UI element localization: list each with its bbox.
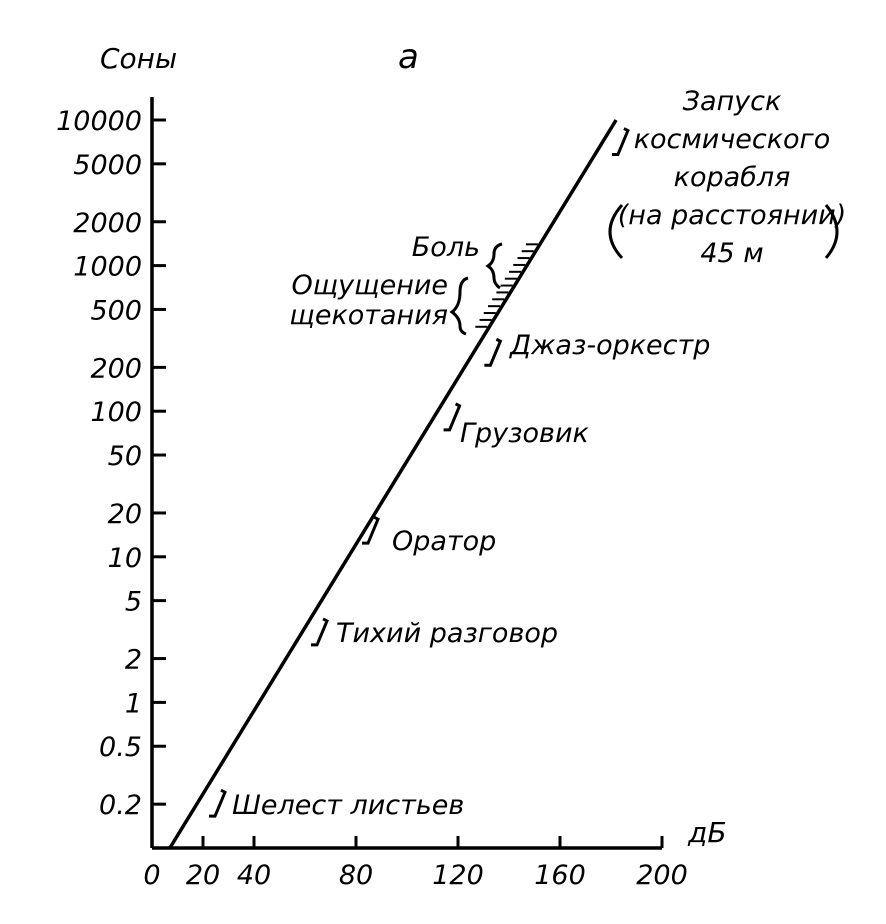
- y-tick-label-4: 5: [125, 587, 142, 618]
- x-tick-label-4: 120: [432, 860, 484, 891]
- y-tick-label-8: 100: [90, 397, 142, 428]
- annotation-rocket: Запуск космического корабля (на расстоянии)…: [618, 86, 846, 269]
- y-tick-label-9: 200: [90, 353, 142, 384]
- y-tick-label-1: 0.5: [99, 732, 142, 763]
- rocket-left-paren: [608, 204, 624, 260]
- annotation-jazz: Джаз-оркестр: [509, 330, 710, 361]
- annotation-quiet-talk: Тихий разговор: [336, 618, 558, 649]
- marker-quiet-talk: [311, 617, 329, 647]
- y-tick-label-7: 50: [108, 441, 142, 472]
- annotation-truck: Грузовик: [460, 418, 589, 449]
- y-tick-label-2: 1: [125, 688, 142, 719]
- tickle-pain-range-hatching: [475, 243, 538, 328]
- annotation-orator: Оратор: [392, 526, 496, 557]
- y-tick-label-13: 5000: [73, 150, 142, 181]
- rocket-right-paren: [824, 204, 839, 259]
- y-tick-label-5: 10: [108, 543, 142, 574]
- x-tick-label-5: 160: [534, 860, 586, 891]
- x-axis-label: дБ: [687, 816, 727, 849]
- panel-label: а: [398, 37, 419, 77]
- markers: [209, 127, 630, 818]
- y-tick-label-12: 2000: [73, 208, 142, 239]
- x-tick-label-3: 80: [339, 860, 373, 891]
- y-tick-label-10: 500: [90, 295, 142, 326]
- tickle-brace: [449, 276, 469, 336]
- y-tick-label-6: 20: [108, 499, 142, 530]
- x-tick-label-1: 20: [186, 860, 220, 891]
- pain-brace: [485, 242, 503, 290]
- tick-labels: 0 20 40 80 120 160 200 0.2 0.5 1 2 5 10 20 50 100 200 500…: [56, 106, 688, 891]
- y-tick-label-11: 1000: [73, 252, 142, 283]
- x-tick-label-0: 0: [143, 860, 160, 891]
- y-tick-label-14: 10000: [56, 106, 142, 137]
- y-tick-label-0: 0.2: [99, 790, 142, 821]
- annotations: Шелест листьев Тихий разговор Оратор Гру…: [232, 86, 846, 821]
- x-tick-label-2: 40: [237, 860, 271, 891]
- marker-orator: [362, 515, 380, 545]
- annotation-pain: Боль: [412, 232, 480, 263]
- y-axis-label: Соны: [100, 42, 177, 75]
- marker-leaves: [209, 788, 227, 818]
- annotation-leaves: Шелест листьев: [232, 790, 464, 821]
- annotation-tickle: Ощущение щекотания: [289, 270, 448, 331]
- loudness-series-line: [168, 119, 618, 849]
- tick-marks: [152, 118, 664, 848]
- annotation-brackets: [449, 204, 839, 336]
- marker-truck: [443, 402, 462, 432]
- x-tick-label-6: 200: [636, 860, 688, 891]
- y-tick-label-3: 2: [125, 645, 142, 676]
- marker-jazz: [484, 337, 503, 367]
- axes: [150, 97, 662, 850]
- marker-rocket: [611, 127, 630, 157]
